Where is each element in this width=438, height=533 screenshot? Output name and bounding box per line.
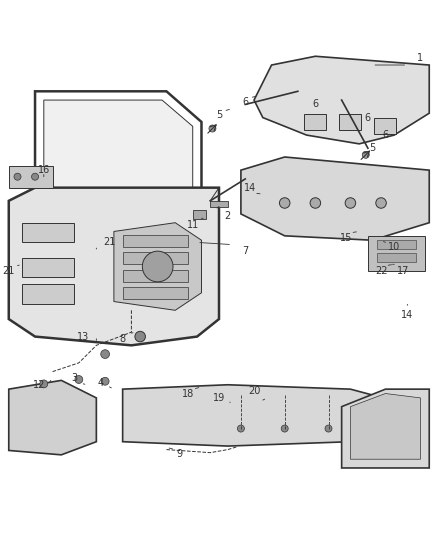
Polygon shape (44, 100, 193, 214)
Text: 6: 6 (242, 97, 248, 107)
Text: 6: 6 (312, 100, 318, 109)
Bar (193, 211, 206, 219)
Bar (304, 114, 326, 130)
Bar (377, 240, 416, 249)
Text: 22: 22 (375, 266, 387, 276)
Text: 12: 12 (33, 379, 46, 390)
Bar (22, 284, 74, 304)
Text: 5: 5 (369, 143, 375, 154)
Text: 1: 1 (417, 53, 424, 63)
Text: 6: 6 (365, 112, 371, 123)
Text: 7: 7 (242, 246, 248, 256)
Circle shape (345, 198, 356, 208)
Text: 18: 18 (182, 389, 194, 399)
Text: 19: 19 (213, 393, 225, 403)
Circle shape (142, 251, 173, 282)
Text: 2: 2 (225, 211, 231, 221)
Polygon shape (241, 157, 429, 240)
Circle shape (325, 425, 332, 432)
Circle shape (101, 377, 109, 385)
Text: 14: 14 (244, 183, 256, 192)
Polygon shape (350, 393, 420, 459)
Bar (377, 253, 416, 262)
Polygon shape (9, 188, 219, 345)
Text: 16: 16 (38, 165, 50, 175)
Circle shape (14, 173, 21, 180)
Text: 3: 3 (71, 373, 78, 383)
Circle shape (237, 425, 244, 432)
Text: 9: 9 (177, 449, 183, 459)
Text: 10: 10 (388, 242, 400, 252)
Text: 17: 17 (397, 266, 409, 276)
Text: 21: 21 (3, 266, 15, 276)
Polygon shape (342, 389, 429, 468)
Text: 11: 11 (187, 220, 199, 230)
Circle shape (362, 151, 369, 158)
Polygon shape (9, 381, 96, 455)
Bar (123, 287, 188, 300)
Circle shape (376, 198, 386, 208)
Circle shape (101, 350, 110, 359)
Circle shape (209, 125, 216, 132)
Circle shape (75, 376, 83, 383)
Circle shape (40, 380, 48, 388)
Polygon shape (123, 385, 416, 446)
Circle shape (310, 198, 321, 208)
Bar (123, 252, 188, 264)
Text: 5: 5 (216, 110, 222, 120)
Text: 13: 13 (77, 332, 89, 342)
Text: 6: 6 (382, 130, 389, 140)
Bar (123, 270, 188, 282)
Circle shape (281, 425, 288, 432)
Polygon shape (114, 223, 201, 310)
Bar (123, 235, 188, 247)
Bar (9, 166, 53, 188)
Text: 21: 21 (103, 237, 116, 247)
Circle shape (279, 198, 290, 208)
Text: 14: 14 (401, 310, 413, 320)
Text: 8: 8 (120, 334, 126, 344)
Text: 15: 15 (340, 233, 352, 243)
Bar (368, 236, 425, 271)
Bar (374, 118, 396, 134)
Circle shape (32, 173, 39, 180)
Bar (22, 258, 74, 278)
Polygon shape (254, 56, 429, 144)
Text: 4: 4 (98, 377, 104, 387)
Text: 20: 20 (248, 386, 260, 397)
Bar (22, 223, 74, 243)
Circle shape (135, 332, 145, 342)
Bar (210, 201, 228, 207)
Bar (339, 114, 361, 130)
